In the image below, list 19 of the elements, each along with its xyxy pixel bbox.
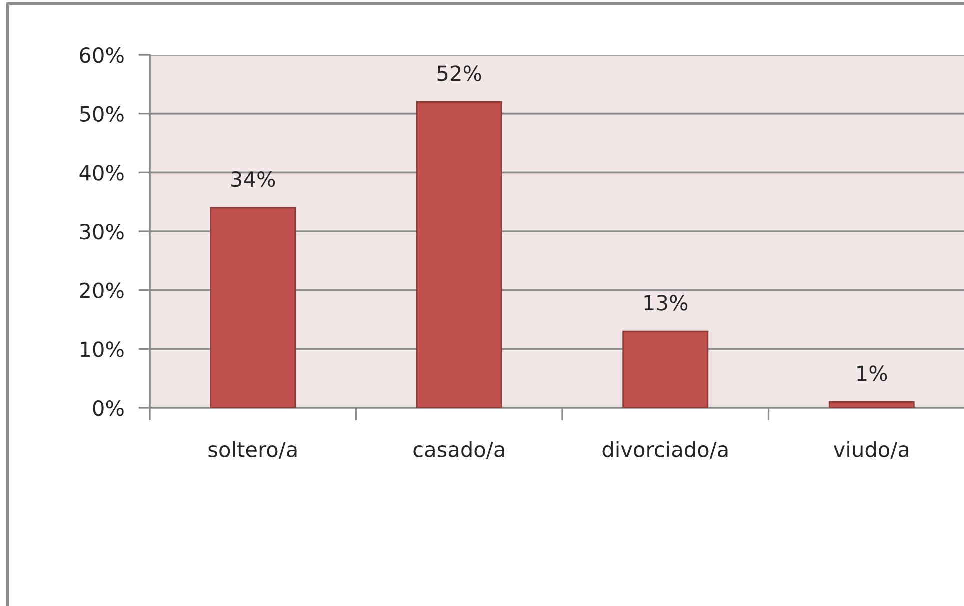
- bar: [828, 401, 915, 408]
- bar: [622, 330, 709, 408]
- x-tick-label: viudo/a: [834, 441, 909, 460]
- x-tick-label: casado/a: [414, 441, 504, 460]
- x-tick-label: soltero/a: [208, 441, 297, 460]
- bar: [210, 207, 296, 408]
- y-tick-label: 10%: [80, 342, 124, 358]
- y-tick-label: 20%: [80, 282, 124, 299]
- data-label: 52%: [438, 66, 482, 82]
- x-tick-label: divorciado/a: [602, 441, 728, 460]
- y-tick-label: 40%: [80, 165, 124, 181]
- y-tick-label: 30%: [80, 224, 124, 240]
- data-label: 1%: [858, 366, 888, 382]
- y-tick-label: 60%: [80, 47, 124, 64]
- bar: [416, 101, 502, 408]
- y-tick-label: 50%: [80, 106, 124, 122]
- y-tick-label: 0%: [93, 400, 124, 416]
- data-label: 34%: [232, 172, 276, 188]
- data-label: 13%: [644, 295, 688, 311]
